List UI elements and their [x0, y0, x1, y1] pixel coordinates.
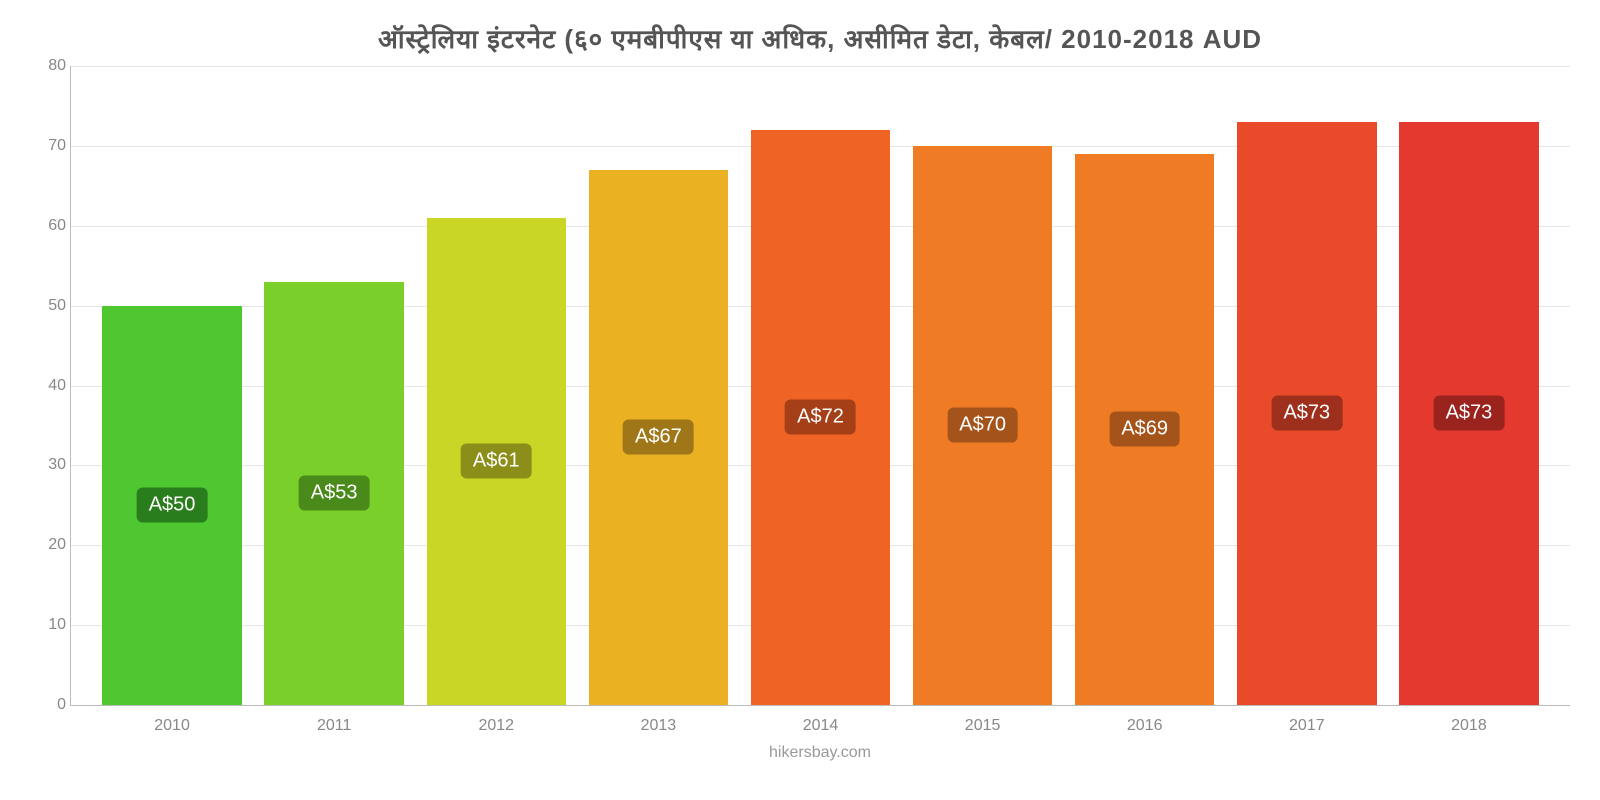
x-tick-label: 2012 — [415, 717, 577, 735]
plot-area: 01020304050607080 A$50A$53A$61A$67A$72A$… — [70, 66, 1570, 706]
bar: A$61 — [427, 218, 566, 705]
bar-slot: A$69 — [1064, 66, 1226, 705]
bar-value-label: A$69 — [1109, 412, 1180, 447]
y-tick-label: 60 — [31, 217, 66, 235]
bar: A$73 — [1399, 122, 1538, 705]
y-tick-label: 70 — [31, 137, 66, 155]
bar-slot: A$50 — [91, 66, 253, 705]
bar: A$73 — [1237, 122, 1376, 705]
bar: A$70 — [913, 146, 1052, 705]
x-tick-label: 2011 — [253, 717, 415, 735]
y-tick-label: 20 — [31, 536, 66, 554]
bar: A$69 — [1075, 154, 1214, 705]
bar: A$72 — [751, 130, 890, 705]
attribution-text: hikersbay.com — [70, 744, 1570, 762]
y-tick-label: 10 — [31, 616, 66, 634]
bar-slot: A$53 — [253, 66, 415, 705]
chart-title: ऑस्ट्रेलिया इंटरनेट (६० एमबीपीएस या अधिक… — [70, 20, 1570, 56]
bar-slot: A$70 — [902, 66, 1064, 705]
bar: A$67 — [589, 170, 728, 705]
bar-value-label: A$73 — [1271, 396, 1342, 431]
bar-value-label: A$67 — [623, 420, 694, 455]
chart-container: ऑस्ट्रेलिया इंटरनेट (६० एमबीपीएस या अधिक… — [0, 0, 1600, 800]
x-tick-label: 2016 — [1064, 717, 1226, 735]
bar-value-label: A$70 — [947, 408, 1018, 443]
bar-value-label: A$50 — [137, 488, 208, 523]
x-tick-label: 2018 — [1388, 717, 1550, 735]
y-tick-label: 30 — [31, 456, 66, 474]
bar-slot: A$61 — [415, 66, 577, 705]
bar-slot: A$72 — [739, 66, 901, 705]
bar: A$50 — [102, 306, 241, 705]
y-tick-label: 80 — [31, 57, 66, 75]
x-tick-label: 2013 — [577, 717, 739, 735]
y-tick-label: 50 — [31, 297, 66, 315]
bar: A$53 — [264, 282, 403, 705]
x-axis-ticks: 201020112012201320142015201620172018 — [71, 717, 1570, 735]
bar-slot: A$73 — [1388, 66, 1550, 705]
bar-value-label: A$72 — [785, 400, 856, 435]
bar-value-label: A$73 — [1434, 396, 1505, 431]
bar-slot: A$67 — [577, 66, 739, 705]
bar-value-label: A$53 — [299, 476, 370, 511]
y-tick-label: 0 — [31, 696, 66, 714]
y-tick-label: 40 — [31, 377, 66, 395]
bars-group: A$50 A$53 A$61 A$67 A$72 A$70 A$69 A$73 A$73 — [71, 66, 1570, 705]
bar-slot: A$73 — [1226, 66, 1388, 705]
x-tick-label: 2010 — [91, 717, 253, 735]
x-tick-label: 2015 — [902, 717, 1064, 735]
x-tick-label: 2017 — [1226, 717, 1388, 735]
x-tick-label: 2014 — [739, 717, 901, 735]
bar-value-label: A$61 — [461, 444, 532, 479]
